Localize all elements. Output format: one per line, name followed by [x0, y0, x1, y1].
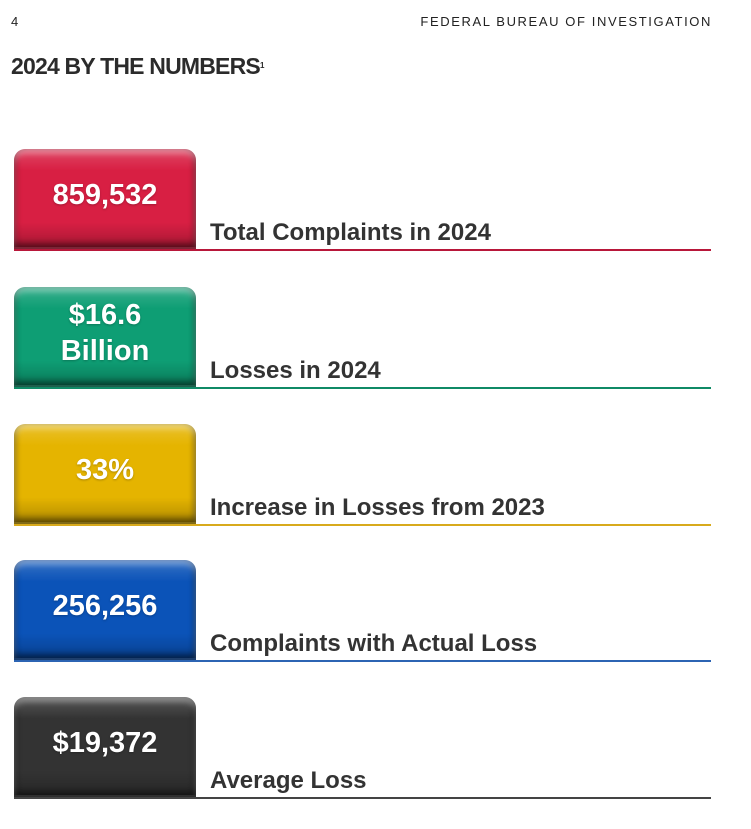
- stat-value-box: 256,256: [14, 560, 196, 660]
- page-title-text: 2024 BY THE NUMBERS: [11, 53, 261, 79]
- title-footnote-marker: 1: [259, 61, 265, 70]
- stat-divider: [14, 524, 711, 526]
- stat-label: Total Complaints in 2024: [210, 219, 491, 246]
- stat-value-box: $19,372: [14, 697, 196, 797]
- stat-value-box: 33%: [14, 424, 196, 524]
- stat-complaints-with-loss: 256,256 Complaints with Actual Loss: [14, 560, 711, 664]
- stat-total-complaints: 859,532 Total Complaints in 2024: [14, 149, 711, 253]
- stat-label: Increase in Losses from 2023: [210, 494, 545, 521]
- stat-label: Average Loss: [210, 767, 367, 794]
- stat-divider: [14, 660, 711, 662]
- stat-value: 859,532: [52, 179, 158, 211]
- stat-value-box: 859,532: [14, 149, 196, 249]
- organization-name: FEDERAL BUREAU OF INVESTIGATION: [420, 14, 712, 29]
- stat-label: Complaints with Actual Loss: [210, 630, 538, 657]
- stat-loss-increase: 33% Increase in Losses from 2023: [14, 424, 711, 528]
- stat-divider: [14, 797, 711, 799]
- stat-value: 33%: [75, 454, 135, 486]
- stat-value: $16.6 Billion: [60, 299, 150, 367]
- page-number: 4: [11, 14, 19, 29]
- stat-average-loss: $19,372 Average Loss: [14, 697, 711, 801]
- stat-value: 256,256: [52, 590, 158, 622]
- stat-divider: [14, 249, 711, 251]
- stat-divider: [14, 387, 711, 389]
- stat-label: Losses in 2024: [210, 357, 381, 384]
- stat-losses: $16.6 Billion Losses in 2024: [14, 287, 711, 391]
- page-title: 2024 BY THE NUMBERS1: [11, 53, 264, 80]
- stat-value: $19,372: [52, 727, 158, 759]
- stat-value-box: $16.6 Billion: [14, 287, 196, 387]
